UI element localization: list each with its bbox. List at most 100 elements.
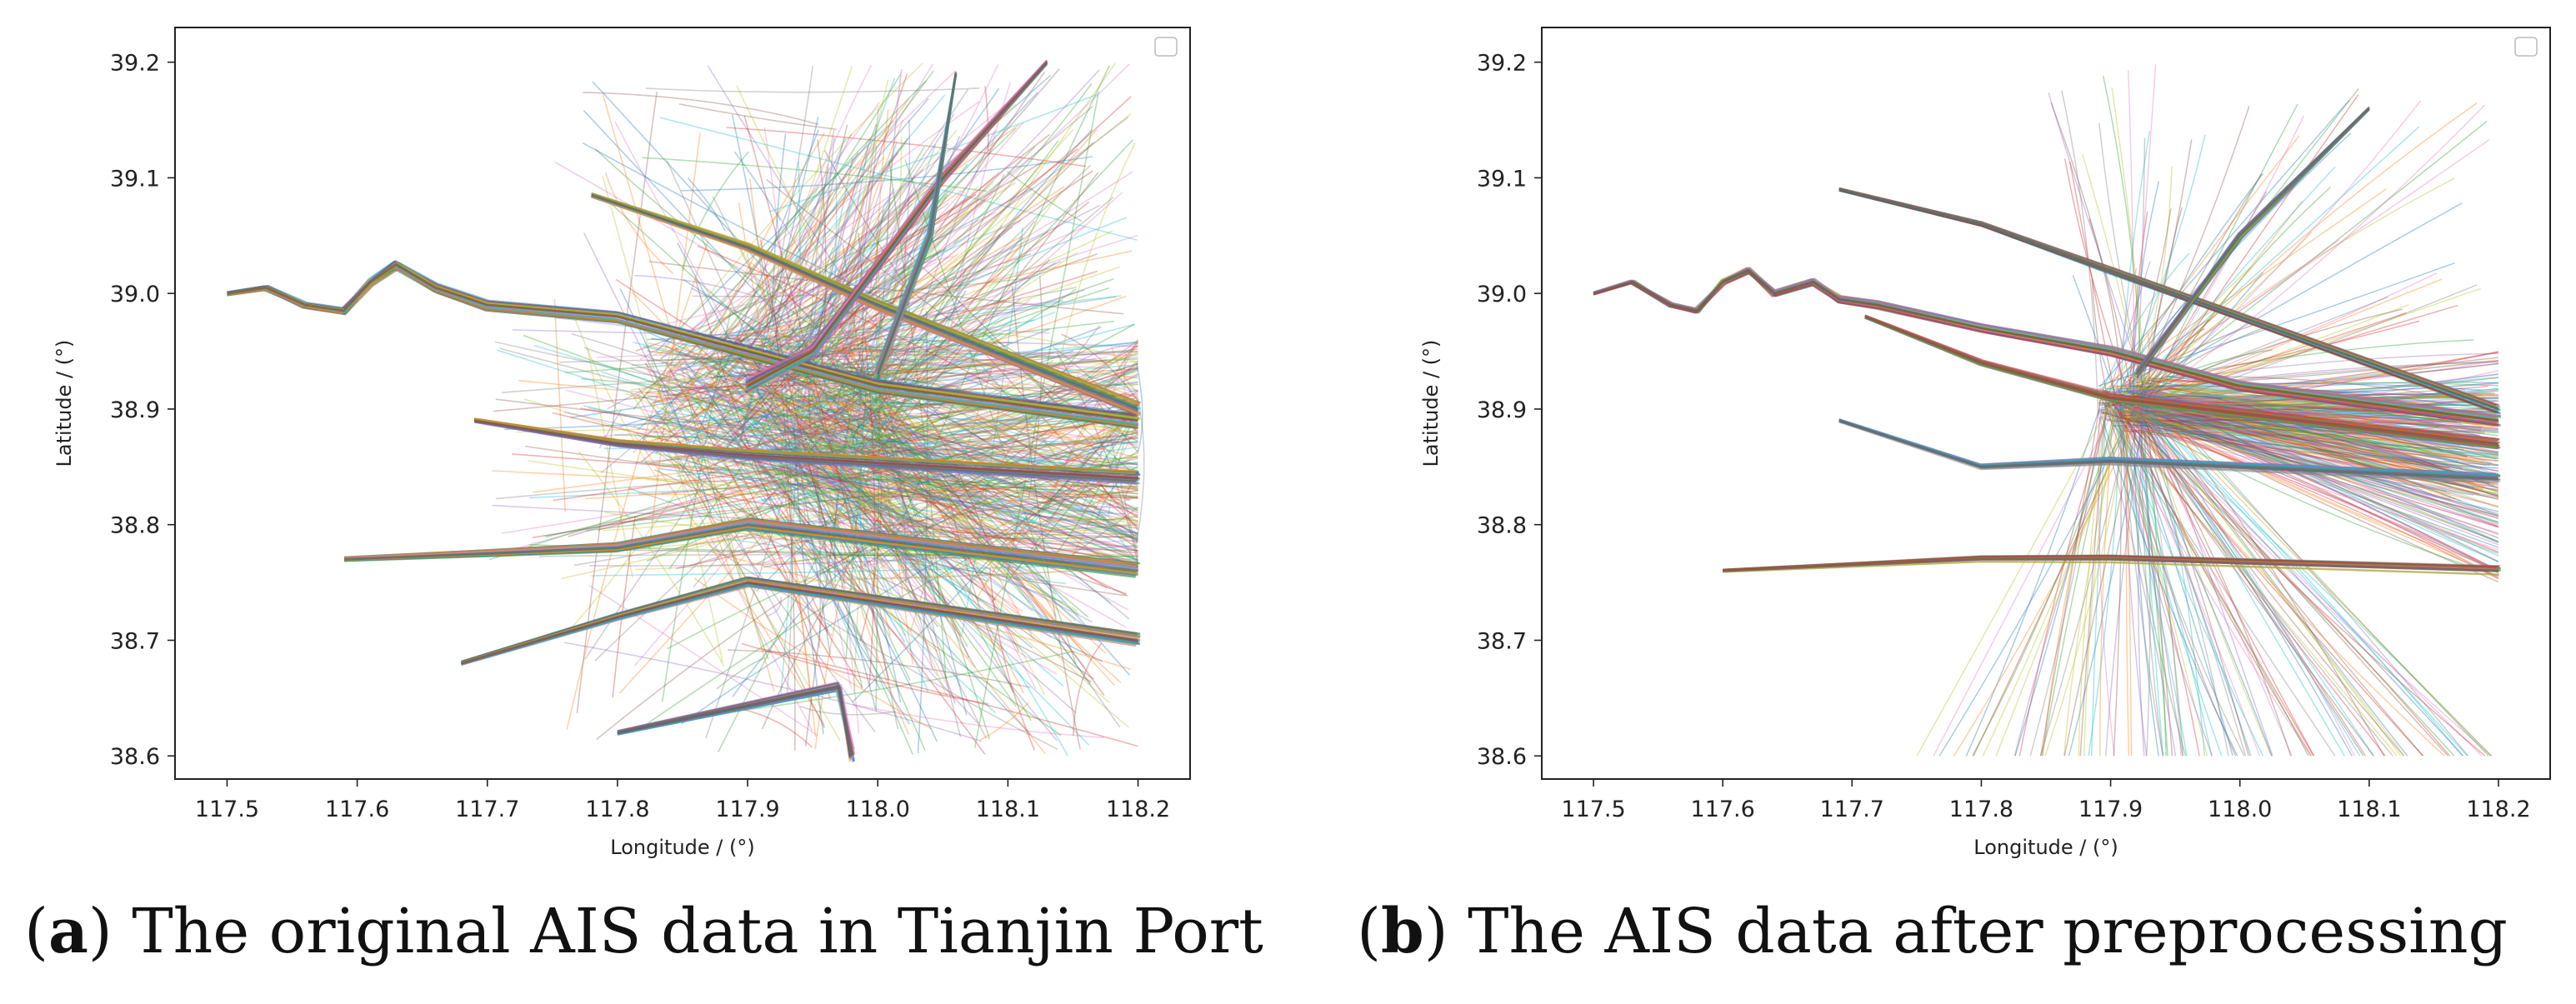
ais-track: [2117, 139, 2490, 394]
ais-track: [2129, 385, 2499, 412]
ais-track: [588, 544, 1138, 567]
ais-track: [2146, 103, 2298, 399]
ais-track: [2128, 413, 2499, 498]
ais-track: [2131, 408, 2499, 477]
ais-track: [570, 407, 732, 630]
ais-track: [678, 103, 838, 131]
ais-track: [2143, 419, 2498, 462]
ais-track: [571, 332, 1138, 535]
ais-track: [753, 426, 932, 534]
ais-track: [681, 129, 819, 472]
ais-track: [815, 496, 1138, 575]
ais-track: [2117, 351, 2499, 401]
ais-track: [752, 382, 924, 462]
ais-track: [875, 456, 1076, 622]
ais-track: [2129, 397, 2367, 757]
ais-track: [561, 422, 1138, 580]
ais-track: [833, 266, 843, 359]
ais-track: [2132, 392, 2408, 757]
ais-track: [695, 191, 918, 456]
ais-track: [757, 362, 958, 618]
ais-track: [2128, 379, 2458, 430]
ais-track: [871, 426, 1138, 472]
ais-track: [727, 538, 1067, 585]
ais-track: [2127, 407, 2499, 517]
ais-track: [961, 227, 1023, 635]
ais-track: [738, 202, 817, 737]
ais-track: [637, 393, 813, 732]
ais-track: [2127, 120, 2488, 404]
ais-track: [675, 347, 869, 606]
ais-track: [2120, 322, 2258, 389]
ais-track: [2138, 401, 2182, 757]
ais-track: [2143, 104, 2485, 404]
ais-track: [2133, 411, 2184, 757]
ais-track: [779, 237, 1025, 452]
ais-track: [2171, 415, 2440, 450]
ais-track: [580, 407, 1138, 491]
ais-track: [883, 204, 935, 394]
ais-track: [2102, 412, 2498, 491]
trunk-route-track: [591, 192, 1140, 406]
ais-track: [2144, 187, 2332, 413]
ais-track: [533, 344, 1138, 558]
ais-track: [877, 377, 1042, 440]
trunk-route-track: [2136, 108, 2370, 379]
ais-track: [843, 392, 976, 517]
ais-track: [733, 244, 862, 439]
ais-track: [1938, 395, 2142, 757]
ais-track: [804, 452, 877, 709]
ais-track: [2135, 397, 2463, 757]
ais-track: [504, 382, 1138, 431]
y-tick-label: 38.7: [1477, 628, 1527, 654]
ais-track: [687, 177, 726, 232]
ais-track: [563, 412, 1138, 552]
ais-track: [779, 416, 1050, 567]
ais-track: [846, 334, 858, 402]
ais-track: [677, 69, 957, 347]
ais-track: [648, 414, 912, 444]
ais-track: [776, 357, 1097, 426]
ais-track: [2099, 408, 2499, 574]
ais-track: [2144, 387, 2499, 553]
ais-track: [2137, 332, 2151, 417]
ais-track: [784, 397, 1138, 495]
ais-track: [2133, 400, 2345, 757]
ais-track: [689, 70, 934, 420]
ais-track: [788, 233, 970, 355]
ais-track: [759, 441, 1138, 475]
trunk-route-core: [461, 581, 1138, 665]
trunk-route-track: [1593, 272, 2498, 427]
y-tick-label: 38.8: [110, 513, 160, 539]
ais-track: [761, 329, 982, 462]
trunk-route-core: [2135, 107, 2370, 376]
ais-track: [2014, 397, 2111, 757]
ais-track: [673, 372, 1138, 522]
ais-track: [888, 436, 1138, 461]
ais-track: [747, 343, 926, 751]
ais-track: [661, 253, 1098, 417]
trunk-route-core: [227, 263, 1138, 422]
ais-track: [2102, 389, 2499, 555]
ais-track: [753, 377, 819, 435]
ais-track: [647, 394, 1056, 457]
ais-track: [676, 489, 1138, 570]
ais-track: [703, 382, 911, 725]
ais-track: [645, 316, 981, 449]
ais-track: [845, 146, 878, 376]
ais-track: [856, 495, 1138, 499]
ais-track: [2128, 405, 2374, 757]
x-tick-label: 117.6: [1691, 797, 1755, 822]
ais-track: [808, 373, 993, 435]
ais-track: [758, 383, 950, 690]
ais-track: [705, 200, 866, 739]
ais-track: [754, 251, 988, 352]
ais-track: [858, 62, 1116, 429]
ais-track: [2148, 404, 2499, 523]
ais-track: [748, 407, 1138, 469]
ais-track: [794, 252, 1078, 455]
ais-track: [2099, 404, 2498, 418]
ais-track: [775, 441, 994, 451]
ais-track: [523, 334, 1138, 562]
panel-a: 117.5 117.6 117.7 117.8 117.9 118.0 118.1 118.2…: [24, 27, 1263, 967]
